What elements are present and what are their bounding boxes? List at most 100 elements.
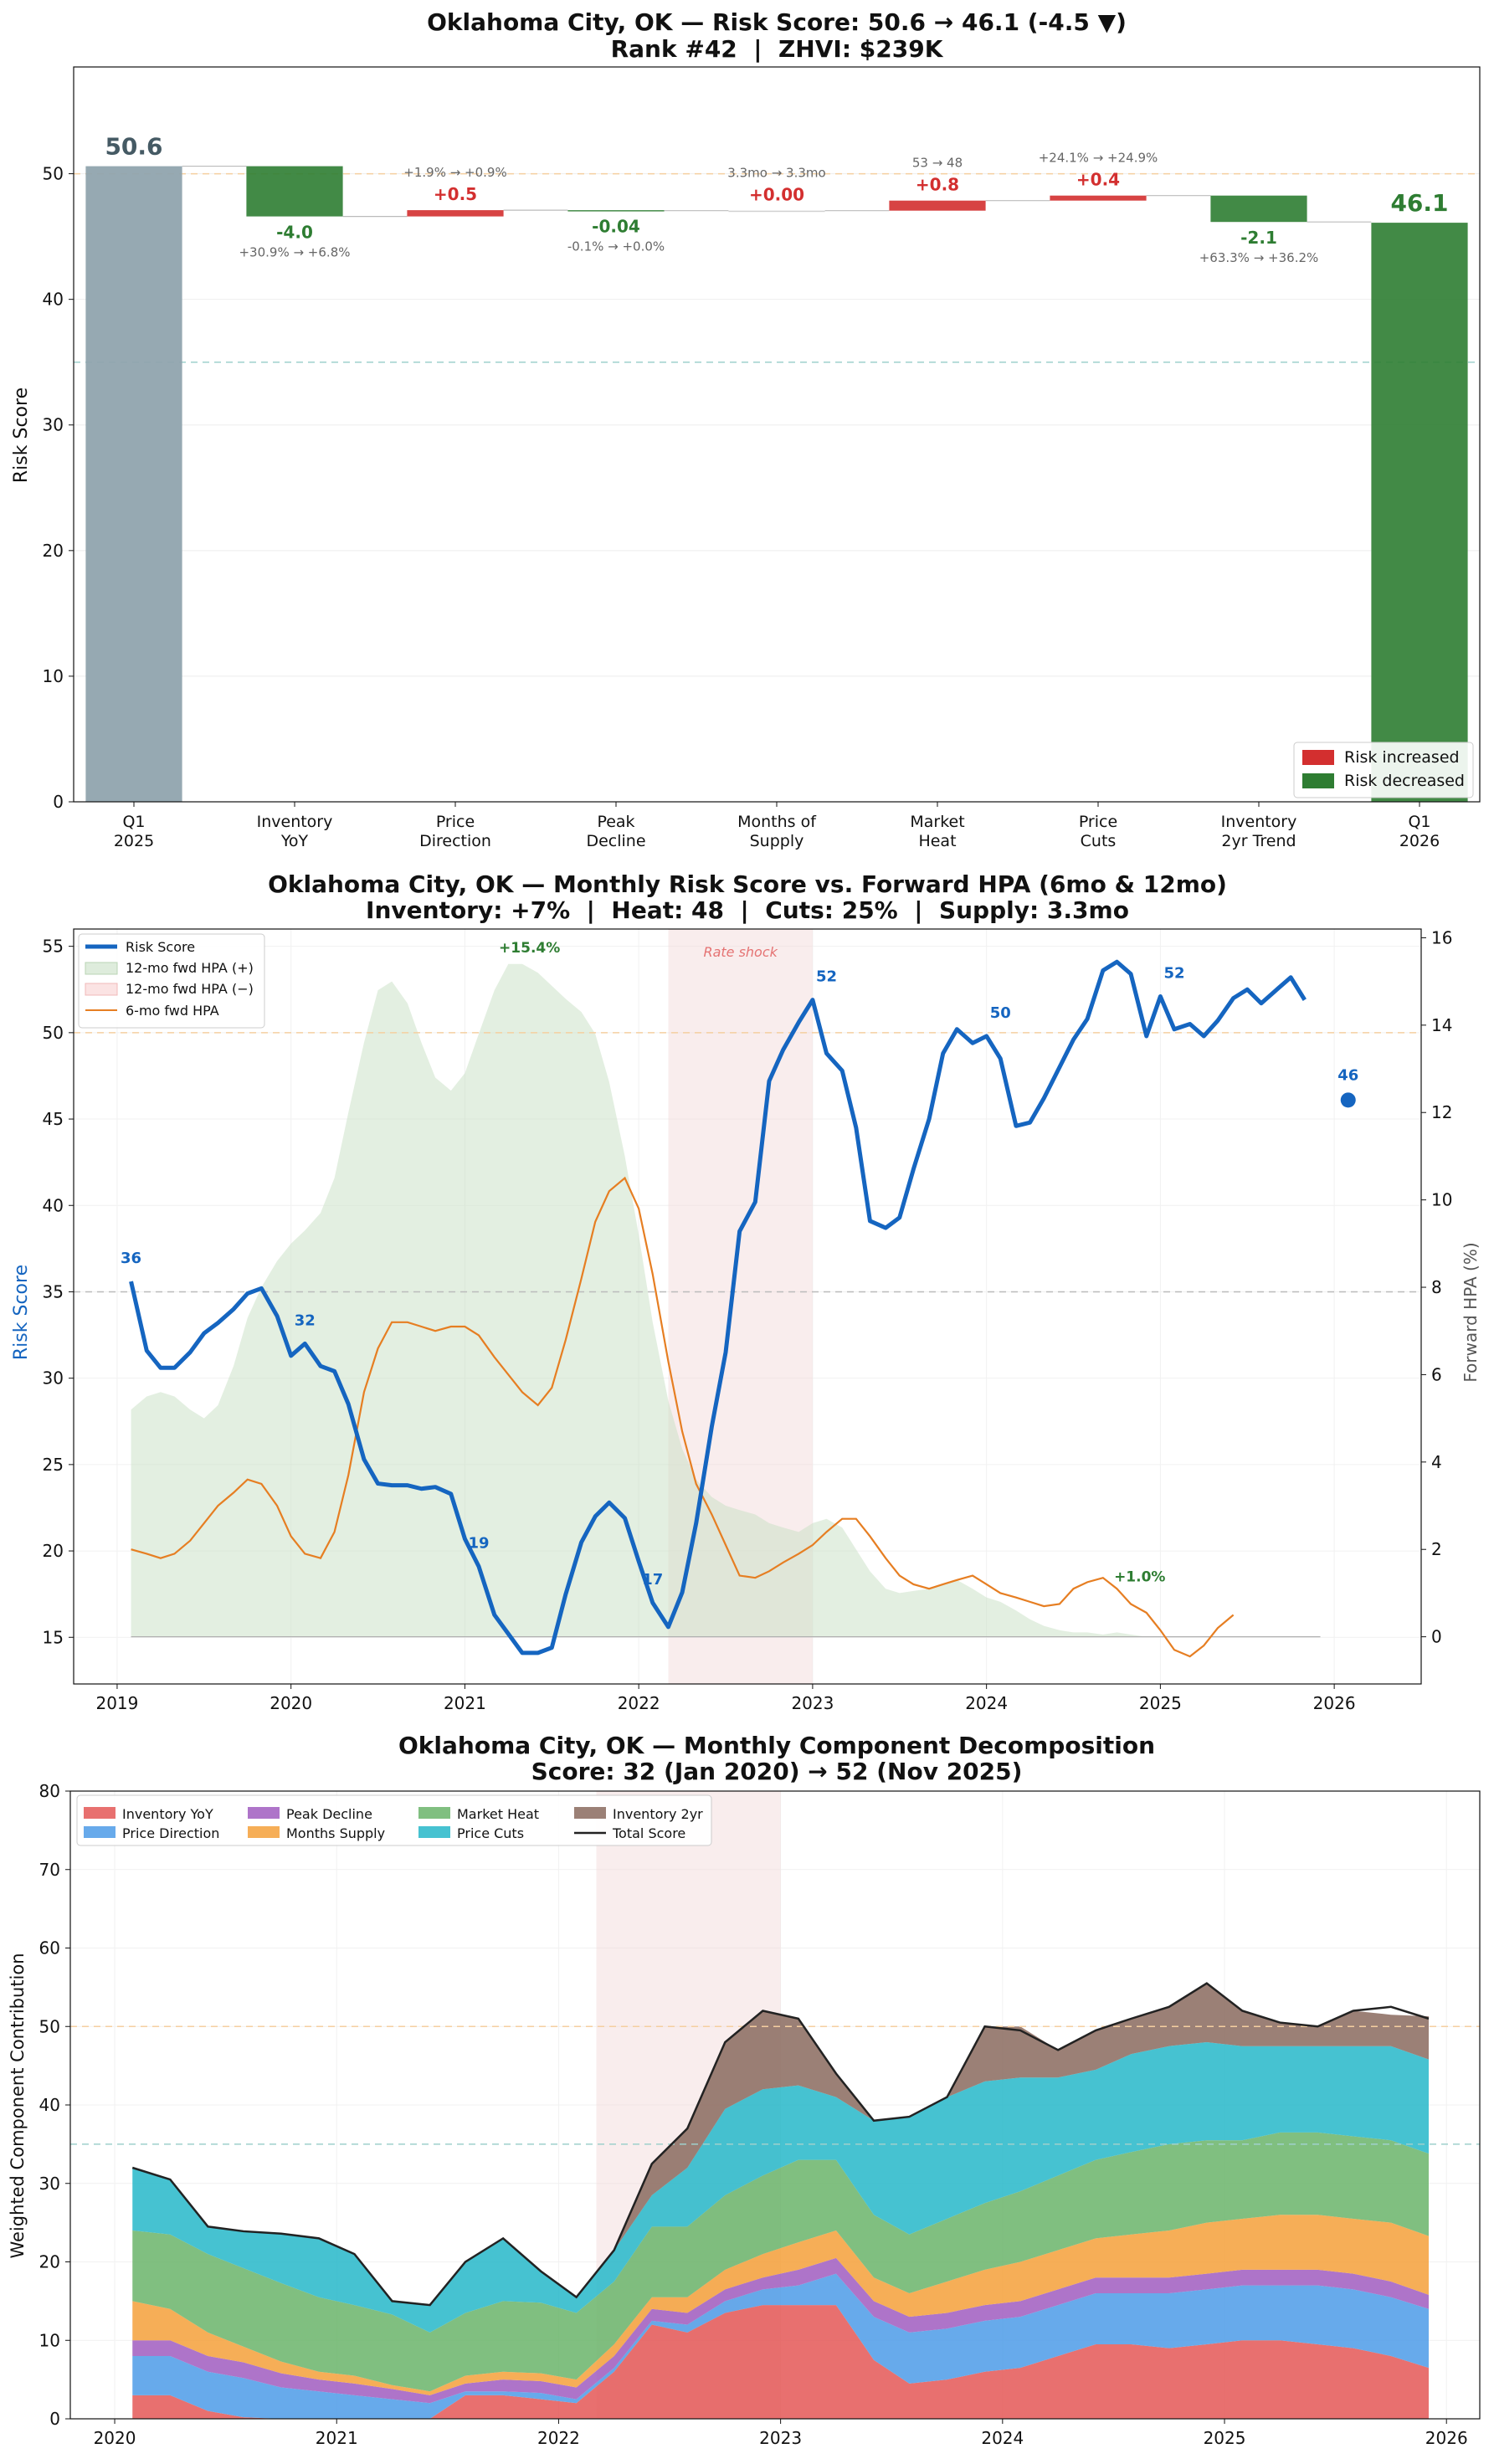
y-tick-label: 35 — [43, 1281, 64, 1301]
y-tick-label: 20 — [39, 2252, 60, 2272]
plot-frame — [73, 66, 1481, 803]
y-tick-label: 50 — [43, 1023, 64, 1043]
legend-label-hpa-neg: 12-mo fwd HPA (−) — [126, 981, 254, 997]
waterfall-title: Oklahoma City, OK — Risk Score: 50.6 → 4… — [427, 8, 1127, 36]
delta-detail-label: 53 → 48 — [912, 156, 963, 171]
area-months-supply — [132, 2215, 1430, 2395]
legend-label-increase: Risk increased — [1344, 748, 1460, 767]
decomp-legend: Inventory YoY Price Direction Peak Decline… — [76, 1794, 712, 1846]
risk-vs-hpa-chart: Oklahoma City, OK — Monthly Risk Score v… — [11, 870, 1481, 1713]
waterfall-bar — [246, 166, 343, 217]
y-tick-label: 30 — [43, 1368, 64, 1389]
current-risk-label: 46 — [1337, 1066, 1358, 1084]
hpa-title: Oklahoma City, OK — Monthly Risk Score v… — [268, 870, 1227, 898]
decomp-subtitle: Score: 32 (Jan 2020) → 52 (Nov 2025) — [531, 1758, 1023, 1785]
delta-value-label: +0.5 — [434, 184, 477, 204]
risk-point-label: 32 — [295, 1312, 316, 1329]
hpa-y2label: Forward HPA (%) — [1461, 1242, 1481, 1382]
y-tick-label: 40 — [39, 2095, 60, 2115]
x-tick-label: 2022 — [618, 1693, 660, 1713]
legend-label: Total Score — [612, 1825, 685, 1841]
x-tick-label: 2025 — [1139, 1693, 1182, 1713]
y-tick-label: 45 — [43, 1109, 64, 1129]
y2-tick-label: 0 — [1431, 1627, 1442, 1647]
total-value-label: 50.6 — [105, 133, 162, 161]
x-tick-label: 2026 — [1399, 832, 1440, 850]
y2-tick-label: 14 — [1431, 1015, 1452, 1035]
y2-tick-label: 8 — [1431, 1277, 1442, 1297]
y2-tick-label: 2 — [1431, 1539, 1442, 1559]
legend-swatch-hpa-neg — [85, 983, 118, 996]
y2-tick-label: 6 — [1431, 1364, 1442, 1384]
hpa-peak-label: +15.4% — [499, 940, 560, 957]
waterfall-ylabel: Risk Score — [11, 388, 32, 483]
area-inventory-yoy — [132, 2305, 1430, 2419]
y-tick-label: 50 — [43, 164, 64, 184]
x-tick-label: 2025 — [1204, 2428, 1246, 2448]
x-tick-label: Decline — [586, 832, 645, 850]
hpa-lines — [129, 959, 1356, 1658]
x-tick-label: 2yr Trend — [1221, 832, 1296, 850]
y2-tick-label: 4 — [1431, 1452, 1442, 1472]
waterfall-bar — [889, 200, 986, 211]
x-tick-label: 2025 — [114, 832, 154, 850]
legend-swatch-decrease — [1302, 773, 1334, 788]
plot-frame — [73, 928, 1422, 1685]
legend-label: Months Supply — [286, 1825, 385, 1841]
legend-label: Market Heat — [457, 1806, 539, 1822]
y-tick-label: 40 — [43, 290, 64, 310]
delta-detail-label: -0.1% → +0.0% — [567, 239, 665, 254]
waterfall-legend: Risk increased Risk decreased — [1293, 742, 1474, 798]
waterfall-labels: 50.6 -4.0 +30.9% → +6.8% +0.5 +1.9% → +0.9% -… — [105, 133, 1448, 266]
risk-score-line — [129, 959, 1307, 1656]
area-market-heat — [132, 2132, 1430, 2392]
x-tick-label: 2026 — [1313, 1693, 1356, 1713]
decomp-reference-lines — [70, 2025, 1480, 2145]
x-tick-label: Price — [1079, 813, 1117, 831]
delta-value-label: +0.00 — [749, 185, 804, 205]
risk-point-label: 52 — [1163, 964, 1184, 982]
delta-value-label: -2.1 — [1240, 228, 1277, 248]
delta-value-label: -4.0 — [276, 223, 313, 243]
hpa-ylabel: Risk Score — [11, 1265, 32, 1360]
risk-point-label: 52 — [816, 968, 837, 986]
delta-value-label: +0.4 — [1076, 170, 1120, 190]
waterfall-bar — [1210, 195, 1307, 223]
y-tick-label: 80 — [39, 1781, 60, 1801]
hpa-axes: 2019 2020 2021 2022 2023 2024 2025 202615202530… — [43, 927, 1453, 1713]
waterfall-bar — [407, 210, 504, 217]
hpa6-line — [131, 1176, 1235, 1658]
legend-label-hpa6: 6-mo fwd HPA — [126, 1003, 219, 1019]
risk-point-label: 17 — [642, 1571, 663, 1589]
y-tick-label: 0 — [53, 792, 64, 812]
x-tick-label: Q1 — [122, 813, 145, 831]
hpa-legend: Risk Score 12-mo fwd HPA (+) 12-mo fwd H… — [78, 933, 265, 1029]
waterfall-subtitle: Rank #42 | ZHVI: $239K — [611, 35, 944, 63]
area-price-cuts — [132, 2042, 1430, 2333]
x-tick-label: 2024 — [965, 1693, 1008, 1713]
y-tick-label: 30 — [43, 415, 64, 435]
y-tick-label: 10 — [43, 666, 64, 686]
y-tick-label: 0 — [49, 2409, 60, 2429]
rate-shock-label: Rate shock — [703, 944, 778, 960]
total-value-label: 46.1 — [1390, 189, 1448, 217]
delta-detail-label: +1.9% → +0.9% — [403, 165, 506, 180]
legend-swatch — [84, 1807, 116, 1819]
total-score-line — [131, 1982, 1430, 2307]
legend-label: Price Direction — [122, 1825, 219, 1841]
delta-detail-label: 3.3mo → 3.3mo — [727, 166, 825, 181]
x-tick-label: Supply — [750, 832, 804, 850]
hpa12-positive-area — [131, 963, 1147, 1637]
x-tick-label: YoY — [280, 832, 309, 850]
decomp-title: Oklahoma City, OK — Monthly Component De… — [398, 1732, 1155, 1759]
legend-swatch — [248, 1807, 280, 1819]
hpa-subtitle: Inventory: +7% | Heat: 48 | Cuts: 25% | … — [366, 896, 1129, 924]
delta-detail-label: +63.3% → +36.2% — [1199, 250, 1319, 265]
y2-tick-label: 16 — [1431, 927, 1452, 947]
y2-tick-label: 10 — [1431, 1190, 1452, 1210]
legend-label-risk: Risk Score — [126, 939, 195, 955]
risk-point-label: 19 — [469, 1535, 490, 1553]
x-tick-label: Price — [436, 813, 475, 831]
legend-swatch-increase — [1302, 750, 1334, 765]
